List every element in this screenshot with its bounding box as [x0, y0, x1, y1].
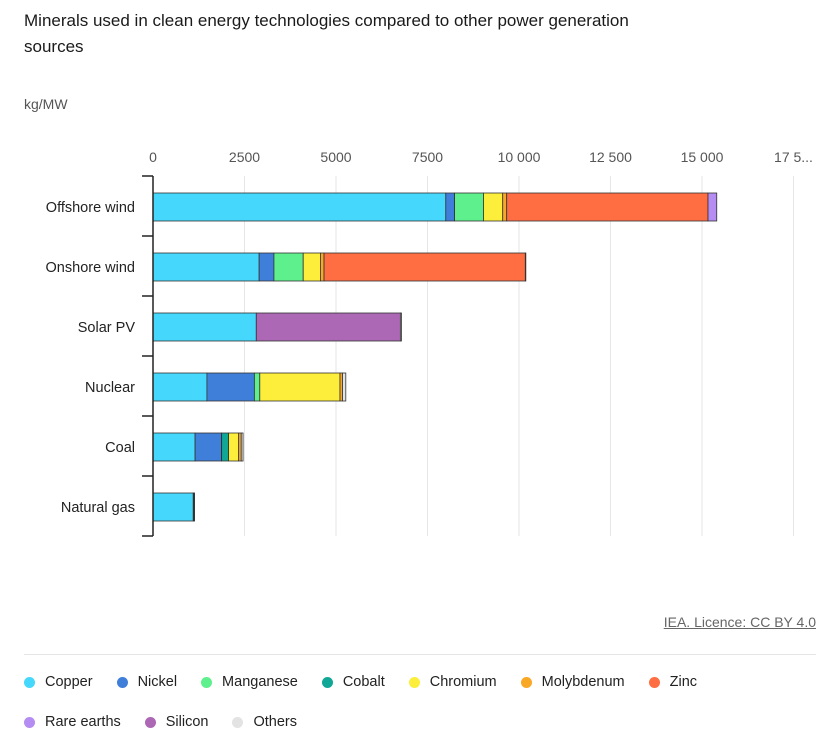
- legend-swatch-icon: [520, 676, 532, 688]
- legend-label: Silicon: [165, 714, 209, 730]
- legend-item-copper[interactable]: Copper: [24, 672, 93, 692]
- credit-link[interactable]: IEA. Licence: CC BY 4.0: [663, 614, 816, 630]
- bar-segment-chromium: [259, 372, 341, 402]
- bar-segment-nickel: [445, 192, 455, 222]
- legend-swatch-icon: [321, 676, 333, 688]
- bar-segment-others: [399, 312, 402, 342]
- bar-segment-cobalt: [221, 432, 230, 462]
- legend-swatch-icon: [144, 716, 156, 728]
- bar-segment-manganese: [454, 192, 484, 222]
- category-label: Onshore wind: [46, 260, 135, 276]
- bar-segment-molybdenum: [502, 192, 508, 222]
- category-label: Nuclear: [85, 380, 135, 396]
- x-tick-label: 2500: [229, 149, 260, 165]
- bar-segment-copper: [152, 192, 447, 222]
- legend-swatch-icon: [24, 676, 35, 688]
- legend-item-chromium[interactable]: Chromium: [408, 672, 497, 692]
- legend-item-silicon[interactable]: Silicon: [144, 712, 209, 732]
- category-label: Offshore wind: [46, 200, 135, 216]
- bar-segment-copper: [152, 252, 260, 282]
- bar-segment-manganese: [253, 372, 261, 402]
- legend-label: Zinc: [669, 674, 698, 690]
- legend-label: Chromium: [429, 674, 497, 690]
- legend-item-cobalt[interactable]: Cobalt: [321, 672, 385, 692]
- bar-segment-chromium: [483, 192, 504, 222]
- bar-segment-copper: [152, 492, 194, 522]
- legend-swatch-icon: [648, 676, 660, 688]
- legend-label: Molybdenum: [541, 674, 625, 690]
- x-tick-label: 10 000: [498, 149, 541, 165]
- legend-swatch-icon: [24, 716, 35, 728]
- legend-swatch-icon: [232, 716, 244, 728]
- bar-segment-silicon: [255, 312, 401, 342]
- category-label: Natural gas: [61, 500, 135, 516]
- x-tick-label: 5000: [320, 149, 351, 165]
- category-label: Coal: [105, 440, 135, 456]
- bar-segment-molybdenum: [320, 252, 325, 282]
- legend-swatch-icon: [408, 676, 420, 688]
- legend-item-manganese[interactable]: Manganese: [201, 672, 298, 692]
- legend-label: Rare earths: [45, 714, 121, 730]
- x-tick-label: 12 500: [589, 149, 632, 165]
- divider: [24, 654, 816, 655]
- bar-segment-chromium: [228, 432, 240, 462]
- bar-segment-zinc: [323, 252, 526, 282]
- bar-segment-copper: [152, 372, 208, 402]
- legend-label: Others: [253, 714, 297, 730]
- bar-segment-nickel: [194, 432, 222, 462]
- chart-plot: 0 2500 5000 7500 10 000 12 500 15 000 17 5... Of…: [46, 149, 813, 537]
- legend-swatch-icon: [116, 676, 128, 688]
- legend-item-others[interactable]: Others: [232, 712, 297, 732]
- legend-item-zinc[interactable]: Zinc: [648, 672, 698, 692]
- bar-segment-others: [193, 492, 195, 522]
- bar-segment-others: [240, 432, 244, 462]
- legend-label: Copper: [45, 674, 93, 690]
- x-tick-label: 17 5...: [774, 149, 813, 165]
- x-tick-label: 15 000: [681, 149, 724, 165]
- bar-segment-copper: [152, 312, 257, 342]
- legend-item-molybdenum[interactable]: Molybdenum: [520, 672, 625, 692]
- legend: Copper Nickel Manganese Cobalt Chromium Molyb…: [24, 672, 804, 732]
- legend-item-nickel[interactable]: Nickel: [116, 672, 178, 692]
- bar-segment-rare-earths: [524, 252, 527, 282]
- legend-swatch-icon: [201, 676, 213, 688]
- bar-segment-zinc: [506, 192, 709, 222]
- bar-segment-rare-earths: [707, 192, 718, 222]
- bar-segment-nickel: [258, 252, 275, 282]
- legend-label: Nickel: [137, 674, 178, 690]
- chart-title: Minerals used in clean energy technologi…: [24, 11, 629, 56]
- bar-segment-chromium: [302, 252, 321, 282]
- bar-segment-others: [342, 372, 347, 402]
- legend-label: Manganese: [222, 674, 298, 690]
- y-unit-label: kg/MW: [24, 96, 68, 112]
- bar-segment-nickel: [206, 372, 255, 402]
- bar-segment-manganese: [273, 252, 304, 282]
- category-label: Solar PV: [78, 320, 136, 336]
- x-tick-label: 0: [149, 149, 157, 165]
- legend-item-rare-earths[interactable]: Rare earths: [24, 712, 121, 732]
- legend-label: Cobalt: [342, 674, 385, 690]
- x-tick-label: 7500: [412, 149, 443, 165]
- bar-segment-copper: [152, 432, 196, 462]
